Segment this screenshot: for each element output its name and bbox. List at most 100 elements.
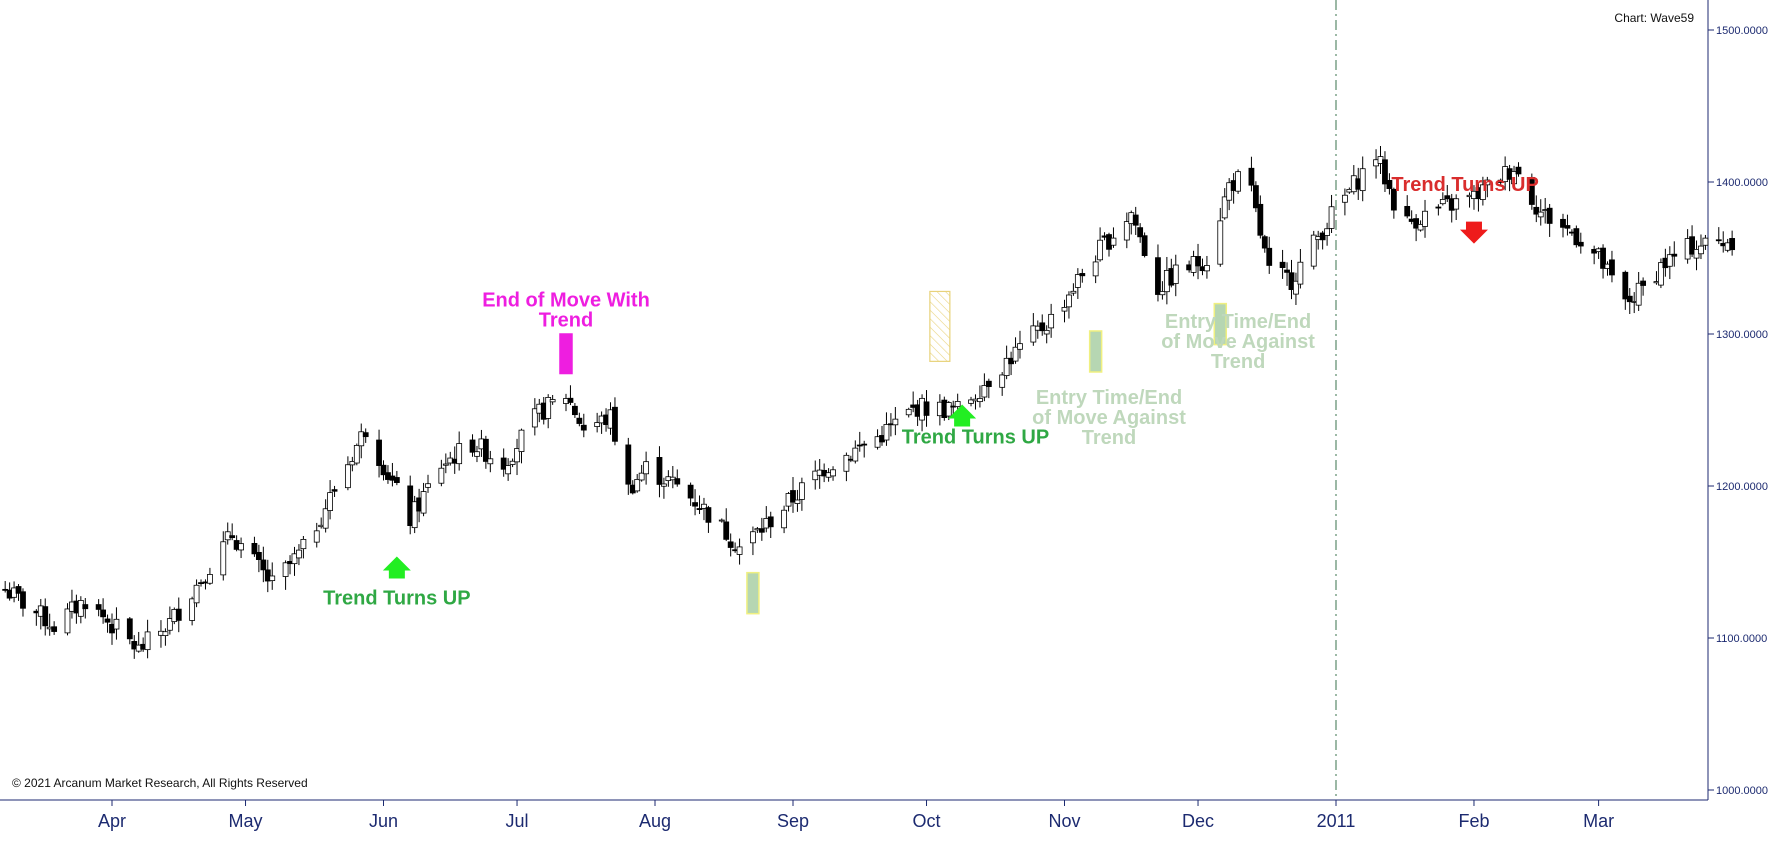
candle xyxy=(687,482,694,506)
candle xyxy=(625,437,632,495)
candle xyxy=(1061,299,1068,323)
candle-body xyxy=(571,405,578,416)
time-marker-bar xyxy=(1213,302,1228,346)
candle xyxy=(1319,230,1326,250)
candle-body xyxy=(856,444,863,447)
candle xyxy=(1715,227,1722,245)
candle xyxy=(594,412,601,433)
candle-body xyxy=(104,618,111,623)
candle-body xyxy=(945,402,952,417)
candle-body xyxy=(701,503,707,509)
candle xyxy=(705,505,712,533)
candle xyxy=(1293,272,1299,305)
chart-label: Chart: Wave59 xyxy=(1614,11,1694,25)
candle-body xyxy=(469,439,476,453)
candle xyxy=(692,489,698,516)
candle-body xyxy=(331,489,338,492)
y-tick-label: 1300.0000 xyxy=(1716,329,1768,341)
candle-body xyxy=(968,399,974,404)
candle-body xyxy=(291,553,298,565)
x-tick-label: May xyxy=(229,811,263,831)
candle-body xyxy=(1671,253,1678,257)
candle-body xyxy=(1039,322,1046,332)
candle-body xyxy=(500,457,507,470)
candle-body xyxy=(1635,282,1642,306)
candle-body xyxy=(264,569,271,582)
candle xyxy=(1284,262,1290,286)
candle-body xyxy=(238,543,244,551)
candle xyxy=(113,607,120,640)
candle xyxy=(1261,234,1268,253)
candle xyxy=(549,395,556,405)
candle-body xyxy=(1066,294,1072,308)
candle xyxy=(781,505,787,534)
candle xyxy=(1079,268,1086,283)
candle-body xyxy=(1017,343,1023,350)
candle-body xyxy=(576,417,583,424)
candle-body xyxy=(661,483,667,487)
candle-body xyxy=(456,443,463,465)
annotation-line: Trend Turns UP xyxy=(1391,174,1538,196)
candle-body xyxy=(189,598,196,621)
candle-body xyxy=(1003,357,1010,377)
candle xyxy=(923,390,930,427)
candle-body xyxy=(1404,205,1411,217)
candle-body xyxy=(1070,290,1077,294)
candle xyxy=(1537,199,1544,226)
candle xyxy=(207,567,213,585)
x-tick-label: Oct xyxy=(913,811,941,831)
candle-body xyxy=(705,507,712,523)
candle-body xyxy=(1577,241,1584,247)
candle xyxy=(251,536,258,557)
candle-body xyxy=(1043,329,1050,335)
candle xyxy=(1386,173,1393,195)
candle xyxy=(1515,162,1522,177)
candle xyxy=(696,495,703,515)
candle xyxy=(300,536,307,559)
x-axis: Apr May Jun Jul Aug Sep Oct Nov Dec 2011 Feb Mar xyxy=(0,799,1708,831)
candle-body xyxy=(282,562,289,577)
candle xyxy=(1671,241,1678,267)
candle-body xyxy=(790,490,796,503)
candle-body xyxy=(758,528,765,533)
candle-body xyxy=(113,618,120,630)
candle xyxy=(1172,254,1179,297)
candle xyxy=(1248,156,1255,192)
candle xyxy=(1204,255,1210,279)
candle xyxy=(576,412,583,427)
candle xyxy=(1702,234,1709,250)
candle xyxy=(892,406,899,436)
candle xyxy=(767,511,774,538)
candle xyxy=(945,401,952,421)
candle-body xyxy=(442,463,449,466)
candle-body xyxy=(1159,291,1166,296)
candle xyxy=(1039,314,1046,336)
candle-body xyxy=(1546,207,1553,224)
candle xyxy=(661,477,667,499)
candle-body xyxy=(1155,257,1161,295)
candle-body xyxy=(687,484,694,499)
candle xyxy=(1546,203,1553,237)
candle-body xyxy=(1640,280,1647,286)
candle xyxy=(1484,176,1491,198)
candle xyxy=(1666,246,1673,280)
candle-body xyxy=(1266,247,1273,266)
candle xyxy=(1417,220,1424,232)
candle xyxy=(425,474,431,493)
candle xyxy=(852,440,859,464)
candle-body xyxy=(353,444,360,464)
candle-body xyxy=(1484,179,1491,186)
candle xyxy=(656,446,663,498)
candle xyxy=(327,480,333,520)
candle-body xyxy=(767,516,774,528)
time-marker-bar xyxy=(1088,330,1103,373)
candle xyxy=(269,562,276,590)
candle xyxy=(1698,234,1704,260)
candle-body xyxy=(376,439,382,466)
candle-body xyxy=(612,406,618,442)
candle-body xyxy=(1435,206,1442,209)
candle xyxy=(1413,214,1420,242)
candle-body xyxy=(1479,184,1486,200)
candle-body xyxy=(1359,168,1366,192)
